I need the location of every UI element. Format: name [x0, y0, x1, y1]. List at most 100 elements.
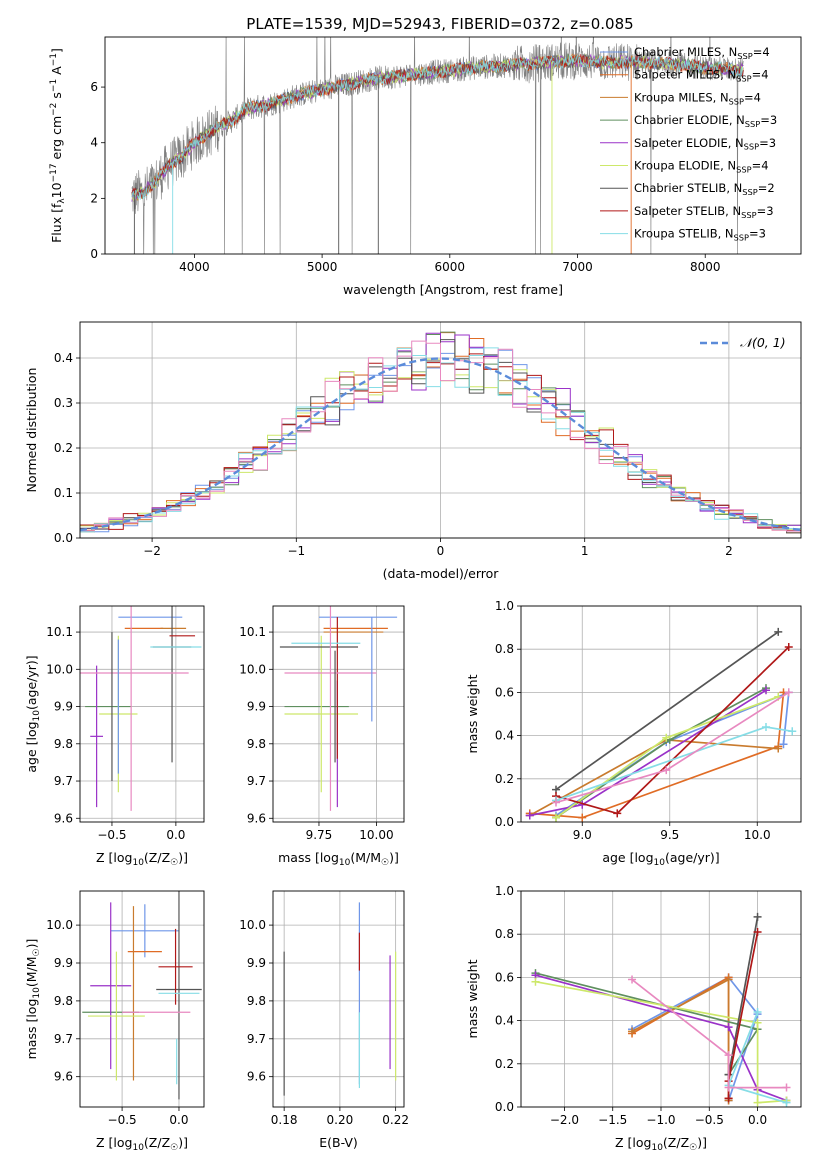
x-tick-label: 0.0: [748, 1113, 767, 1127]
y-tick-label: 9.9: [247, 700, 266, 714]
plot-area: [131, 37, 744, 254]
label-part: )]: [697, 1135, 707, 1150]
weight-line: [631, 975, 730, 1099]
weight-line: [631, 978, 730, 1101]
y-tick-label: 0: [90, 247, 98, 261]
x-tick-label: 9.0: [573, 828, 592, 842]
y-tick-label: 0.4: [495, 729, 514, 743]
weight-line: [555, 687, 767, 819]
y-tick-label: 9.6: [54, 1070, 73, 1084]
weight-point: [788, 727, 797, 736]
label-part: Kroupa STELIB, N: [634, 227, 734, 241]
label-subscript: 10: [339, 858, 351, 868]
weight-point: [662, 733, 671, 742]
mass-vs-Z-ylabel: mass [log10​(M/M☉​)]: [24, 939, 42, 1060]
weight-point: [753, 912, 762, 921]
x-tick-label: 9.75: [306, 828, 333, 842]
legend-entry: Salpeter STELIB, NSSP​=3: [634, 204, 774, 220]
plot-area: [531, 912, 791, 1107]
label-subscript: SSP: [742, 187, 757, 197]
y-tick-label: 6: [90, 80, 98, 94]
x-tick-label: 10.0: [744, 828, 771, 842]
x-tick-label: 6000: [435, 260, 466, 274]
label-superscript: −17: [49, 163, 59, 182]
weight-point: [525, 811, 534, 820]
legend-entry: Chabrier STELIB, NSSP​=2: [634, 181, 775, 197]
weight-point: [753, 1007, 762, 1016]
x-tick-label: 9.5: [660, 828, 679, 842]
x-tick-label: −1.0: [646, 1113, 675, 1127]
label-part: erg cm: [49, 116, 64, 164]
axes-frame: [79, 321, 802, 539]
plot-area: [82, 891, 202, 1100]
label-part: Flux [f: [49, 203, 64, 243]
y-tick-label: 9.8: [247, 994, 266, 1008]
label-subscript: SSP: [734, 232, 749, 242]
weight-line: [535, 974, 787, 1102]
label-part: A: [49, 66, 64, 79]
y-tick-label: 0.0: [495, 815, 514, 829]
weight-point: [724, 1094, 733, 1103]
label-subscript: 10: [32, 987, 42, 999]
x-tick-label: −0.5: [97, 828, 126, 842]
age-vs-Z-axes: −0.5 0.0 9.6 9.7 9.8 9.9 10.0 10.1 Z [log10​(Z/Z…: [24, 605, 205, 868]
label-part: Z [log: [615, 1135, 651, 1150]
age-vs-mass-axes: 9.75 10.00 9.6 9.7 9.8 9.9 10.0 10.1 mass [log10…: [239, 605, 405, 868]
label-part: Kroupa ELODIE, N: [634, 159, 736, 173]
spectrum-axes: 4000 5000 6000 7000 8000 0 2 4 6 wavelength [Angs…: [49, 36, 802, 297]
weight-point: [552, 813, 560, 822]
plot-area: [80, 331, 801, 534]
label-subscript: 10: [32, 710, 42, 722]
label-part: wavelength [Angstrom, rest frame]: [343, 282, 563, 297]
mass-weight-vs-age-xlabel: age [log10​(age/yr)]: [602, 850, 719, 868]
label-part: Kroupa MILES, N: [634, 90, 729, 104]
label-part: mass weight: [465, 959, 480, 1038]
label-subscript: SSP: [736, 74, 751, 84]
model-line: [131, 54, 744, 200]
y-tick-label: 10.1: [239, 625, 266, 639]
label-part: mass weight: [465, 674, 480, 753]
label-part: mass [log: [24, 999, 39, 1060]
label-subscript: ☉: [32, 948, 42, 956]
y-tick-label: 0.6: [495, 685, 514, 699]
x-tick-label: 8000: [690, 260, 721, 274]
plot-area: [525, 627, 797, 822]
weight-line: [555, 691, 790, 817]
figure-title: PLATE=1539, MJD=52943, FIBERID=0372, z=0…: [246, 15, 633, 33]
weight-point: [552, 798, 560, 807]
plot-area: [279, 606, 398, 811]
axes-frame: [104, 36, 802, 255]
legend-entry: Chabrier ELODIE, NSSP​=3: [634, 113, 777, 129]
x-tick-label: 0.18: [271, 1113, 298, 1127]
weight-line: [631, 976, 759, 1101]
legend-entry: Kroupa MILES, NSSP​=4: [634, 90, 761, 106]
y-tick-label: 4: [90, 136, 98, 150]
label-part: (M/M: [350, 850, 381, 865]
weight-point: [779, 740, 788, 749]
axes-frame: [272, 890, 405, 1108]
weight-point: [662, 766, 671, 775]
y-tick-label: 10.0: [239, 918, 266, 932]
weight-point: [762, 686, 770, 695]
weight-line: [727, 916, 759, 1075]
label-superscript: −2: [49, 103, 59, 116]
label-subscript: SSP: [744, 142, 759, 152]
y-tick-label: 0.1: [54, 486, 73, 500]
x-tick-label: 0.0: [169, 1113, 188, 1127]
axes-frame: [272, 605, 405, 823]
label-part: Z [log: [96, 1135, 132, 1150]
weight-line: [535, 980, 787, 1104]
y-tick-label: 9.9: [247, 956, 266, 970]
residual-histogram-axes: −2 −1 0 1 2 0.0 0.1 0.2 0.3 0.4 (data-model)/error…: [24, 321, 802, 581]
y-tick-label: 9.9: [54, 956, 73, 970]
weight-point: [724, 1023, 733, 1032]
label-superscript: −1: [49, 53, 59, 66]
plot-area: [283, 902, 397, 1096]
axes-frame: [79, 605, 205, 823]
y-tick-label: 0.0: [495, 1100, 514, 1114]
label-part: =4: [752, 68, 769, 82]
legend-entry: Salpeter MILES, NSSP​=4: [634, 68, 769, 84]
y-tick-label: 2: [90, 191, 98, 205]
mass-vs-EBV-axes: 0.18 0.20 0.22 9.6 9.7 9.8 9.9 10.0 E(B-V): [239, 890, 409, 1150]
legend-entry: Salpeter ELODIE, NSSP​=3: [634, 136, 776, 152]
